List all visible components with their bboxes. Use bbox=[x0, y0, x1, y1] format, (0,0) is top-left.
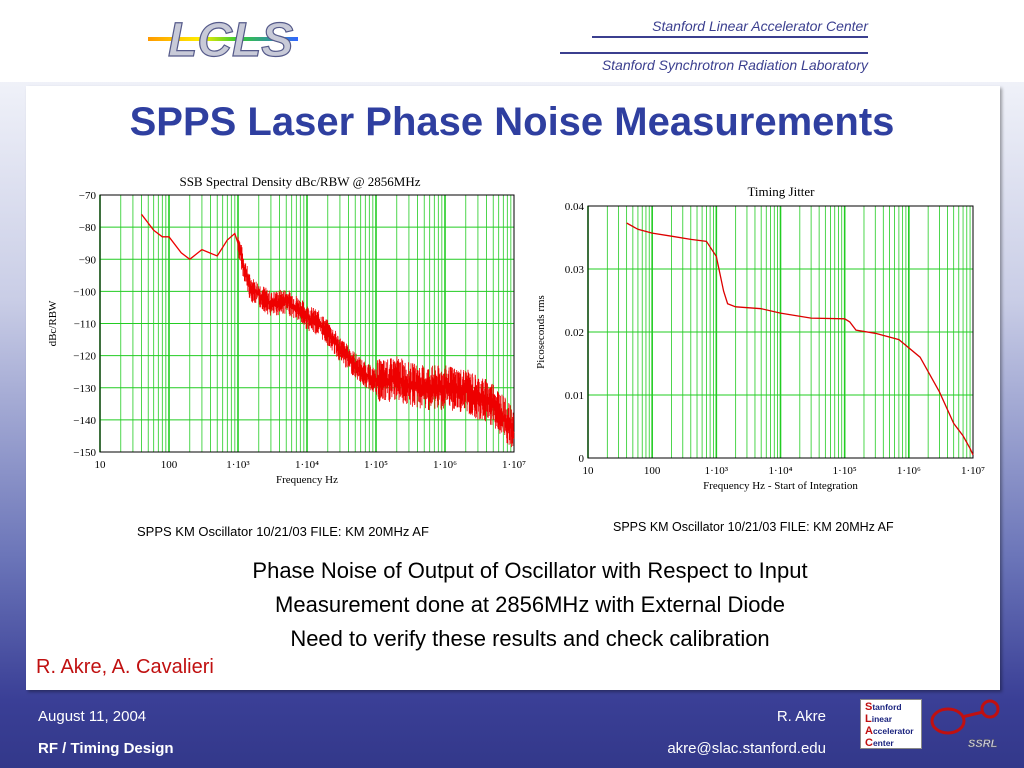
y-tick-label: −70 bbox=[79, 190, 97, 202]
timing-jitter-caption: SPPS KM Oscillator 10/21/03 FILE: KM 20M… bbox=[613, 520, 894, 534]
y-tick-label: 0.01 bbox=[565, 390, 584, 402]
y-tick-label: −120 bbox=[73, 351, 96, 363]
plot-frame bbox=[99, 194, 515, 453]
footer-author-name: R. Akre bbox=[776, 708, 826, 725]
noise-band bbox=[237, 236, 515, 448]
x-tick-label: 1·10⁶ bbox=[433, 459, 457, 471]
ssrl-ring-icon: SSRL bbox=[930, 699, 1000, 750]
x-tick-label: 1·10³ bbox=[705, 465, 729, 477]
slide-header: LCLS Stanford Linear Accelerator Center … bbox=[0, 0, 1024, 82]
footer-email: akre@slac.stanford.edu bbox=[667, 740, 826, 757]
x-tick-label: 10 bbox=[95, 459, 107, 471]
x-tick-label: 1·10⁵ bbox=[833, 465, 857, 477]
slide-title: SPPS Laser Phase Noise Measurements bbox=[129, 100, 895, 144]
chart-title: Timing Jitter bbox=[747, 184, 815, 199]
x-tick-label: 1·10⁵ bbox=[364, 459, 388, 471]
svg-text:LCLS: LCLS bbox=[168, 14, 293, 66]
y-tick-label: 0.04 bbox=[565, 201, 585, 213]
svg-text:SSRL: SSRL bbox=[968, 738, 998, 750]
org-line-1: Stanford Linear Accelerator Center bbox=[652, 18, 868, 34]
footer-topic: RF / Timing Design bbox=[38, 740, 174, 757]
x-tick-label: 10 bbox=[583, 465, 595, 477]
x-tick-label: 1·10³ bbox=[226, 459, 250, 471]
footer-topic-timing: Timing Design bbox=[70, 740, 174, 757]
y-tick-label: 0.02 bbox=[565, 327, 584, 339]
header-rule-bottom bbox=[560, 52, 868, 54]
phase-noise-caption: SPPS KM Oscillator 10/21/03 FILE: KM 20M… bbox=[137, 524, 429, 539]
lcls-logo: LCLS bbox=[148, 13, 298, 66]
slide-body-text: Phase Noise of Output of Oscillator with… bbox=[100, 554, 960, 656]
x-tick-label: 1·10⁴ bbox=[295, 459, 319, 471]
body-line: Phase Noise of Output of Oscillator with… bbox=[252, 558, 808, 583]
y-tick-label: −140 bbox=[73, 415, 96, 427]
y-tick-label: −150 bbox=[73, 447, 96, 459]
x-tick-label: 1·10⁶ bbox=[897, 465, 921, 477]
x-tick-label: 1·10⁴ bbox=[769, 465, 793, 477]
y-axis-label: Picoseconds rms bbox=[536, 295, 547, 369]
y-tick-label: −80 bbox=[79, 222, 97, 234]
x-tick-label: 1·10⁷ bbox=[961, 465, 985, 477]
org-line-2: Stanford Synchrotron Radiation Laborator… bbox=[601, 57, 868, 73]
y-tick-label: −100 bbox=[73, 286, 96, 298]
x-axis-label: Frequency Hz bbox=[276, 474, 338, 486]
x-axis-label: Frequency Hz - Start of Integration bbox=[703, 480, 858, 492]
y-tick-label: −130 bbox=[73, 383, 96, 395]
y-axis-label: dBc/RBW bbox=[47, 300, 59, 346]
x-tick-label: 100 bbox=[161, 459, 178, 471]
y-tick-label: 0.03 bbox=[565, 264, 585, 276]
footer-topic-sep: / bbox=[58, 740, 71, 757]
phase-noise-chart: SSB Spectral Density dBc/RBW @ 2856MHz −… bbox=[40, 160, 540, 545]
header-rule-top bbox=[592, 36, 868, 38]
x-tick-label: 1·10⁷ bbox=[502, 459, 526, 471]
timing-jitter-plot: 0.04 0.03 0.02 0.01 010 100 1·10³ 1·10⁴ 1·10⁵ 1·1… bbox=[536, 201, 985, 492]
plot-frame bbox=[587, 205, 974, 459]
x-tick-label: 100 bbox=[644, 465, 661, 477]
authors: R. Akre, A. Cavalieri bbox=[36, 656, 214, 678]
slac-logo: Stanford Linear Accelerator Center SSRL bbox=[860, 699, 1000, 751]
body-line: Need to verify these results and check c… bbox=[290, 626, 770, 651]
footer-date: August 11, 2004 bbox=[38, 708, 147, 725]
y-tick-label: −90 bbox=[79, 254, 97, 266]
y-tick-label: 0 bbox=[579, 453, 585, 465]
data-series-line bbox=[626, 222, 974, 456]
footer-topic-rf: RF bbox=[38, 740, 58, 757]
timing-jitter-chart: Timing Jitter 0.04 0.03 0.02 0.01 0 10 100 1·10… bbox=[536, 180, 996, 540]
body-line: Measurement done at 2856MHz with Externa… bbox=[275, 592, 785, 617]
chart-title: SSB Spectral Density dBc/RBW @ 2856MHz bbox=[179, 174, 421, 189]
slac-logo-box: Stanford Linear Accelerator Center bbox=[860, 699, 922, 749]
y-tick-label: −110 bbox=[74, 319, 97, 331]
